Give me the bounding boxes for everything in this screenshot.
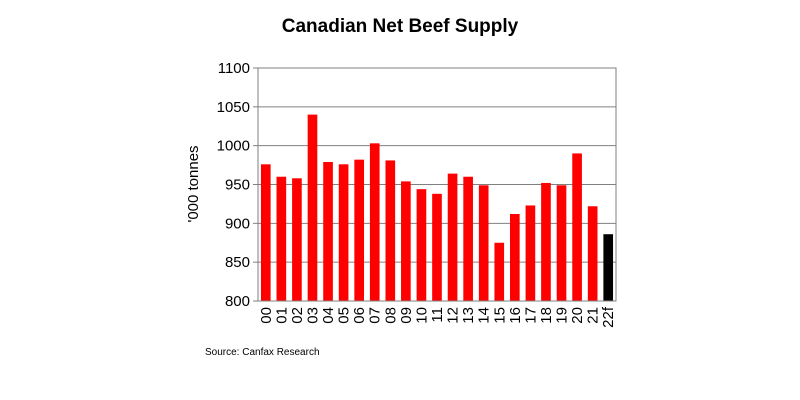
- bar-16: [510, 214, 520, 301]
- plot-frame: [257, 67, 617, 302]
- bars: [260, 114, 614, 301]
- x-tick-label: 09: [398, 307, 415, 324]
- x-tick-label: 21: [585, 307, 602, 324]
- bar-02: [292, 178, 302, 301]
- x-tick-label: 18: [538, 307, 555, 324]
- x-tick-label: 11: [429, 307, 446, 323]
- x-tick-label: 08: [382, 307, 399, 324]
- bar-00: [260, 164, 271, 301]
- y-tick-label: 900: [225, 215, 250, 232]
- bar-22f: [603, 234, 614, 301]
- x-tick-label: 06: [351, 307, 368, 324]
- x-tick-label: 19: [554, 307, 571, 324]
- x-tick-label: 05: [336, 307, 353, 324]
- bar-21: [587, 206, 598, 301]
- chart-title: Canadian Net Beef Supply: [281, 16, 519, 37]
- bar-03: [307, 114, 318, 301]
- bar-11: [432, 193, 442, 301]
- x-tick-label: 10: [413, 307, 430, 324]
- bar-07: [369, 143, 380, 301]
- x-tick-label: 01: [273, 307, 290, 324]
- x-tick-label: 16: [507, 307, 524, 324]
- bar-06: [354, 159, 364, 301]
- bar-14: [478, 185, 489, 301]
- bar-09: [401, 181, 411, 301]
- bar-08: [385, 160, 396, 301]
- y-tick-label: 800: [225, 293, 250, 310]
- x-tick-label: 22f: [600, 306, 617, 328]
- x-tick-label: 03: [304, 307, 321, 324]
- bar-17: [525, 205, 536, 301]
- x-tick-label: 02: [289, 307, 306, 324]
- bar-15: [494, 242, 505, 301]
- bar-20: [572, 153, 582, 301]
- x-tick-label: 00: [258, 307, 275, 324]
- bar-05: [338, 164, 349, 301]
- y-tick-label: 950: [225, 177, 250, 194]
- x-tick-label: 20: [569, 307, 586, 324]
- y-axis-label: '000 tonnes: [185, 145, 202, 222]
- bar-10: [416, 189, 427, 301]
- y-tick-labels: 800 850 900 950 1000 1050 1100: [217, 60, 250, 310]
- x-tick-labels: 0001020304050607080910111213141516171819…: [258, 306, 617, 328]
- y-tick-label: 850: [225, 254, 250, 271]
- bar-19: [556, 185, 567, 301]
- x-tick-label: 07: [367, 307, 384, 324]
- bar-18: [541, 182, 551, 301]
- y-tick-label: 1000: [217, 138, 250, 155]
- bar-13: [463, 176, 473, 301]
- source-note: Source: Canfax Research: [205, 347, 320, 358]
- x-tick-label: 17: [522, 307, 539, 324]
- x-tick-label: 12: [445, 307, 462, 324]
- x-tick-label: 04: [320, 307, 337, 324]
- x-tick-label: 14: [476, 307, 493, 324]
- x-tick-label: 15: [491, 307, 508, 324]
- y-tick-label: 1100: [218, 60, 250, 77]
- x-tick-label: 13: [460, 307, 477, 324]
- bar-12: [447, 173, 458, 301]
- bar-01: [276, 176, 287, 301]
- bar-04: [323, 161, 333, 301]
- y-tick-label: 1050: [217, 99, 250, 116]
